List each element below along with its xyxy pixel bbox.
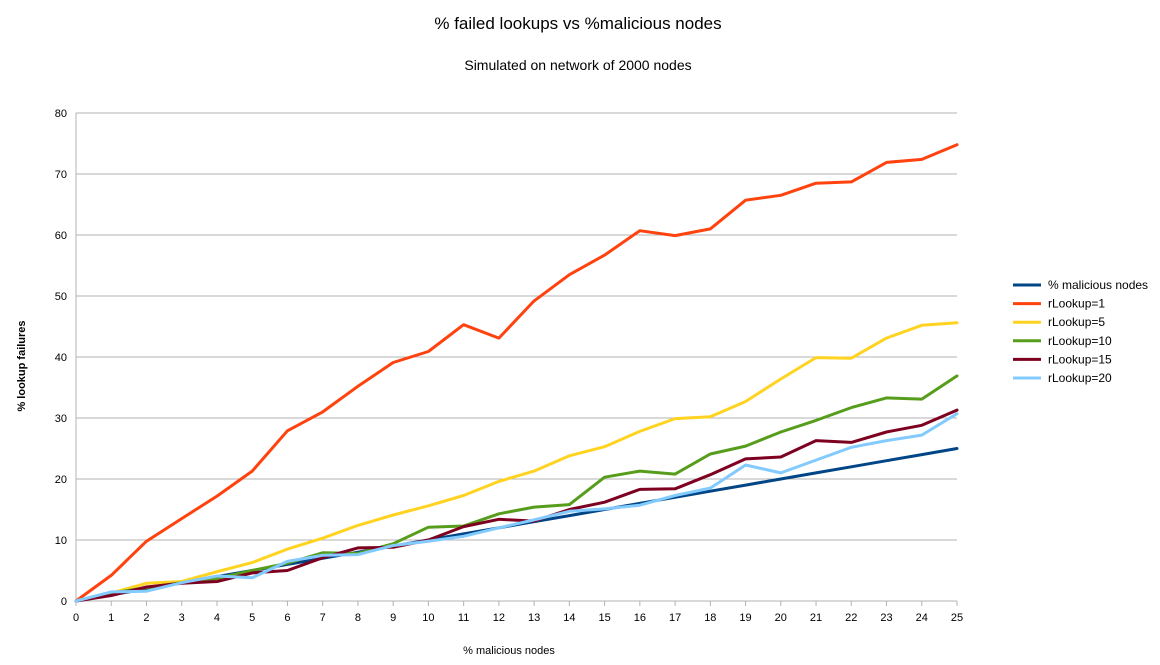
x-tick-label: 21 — [810, 612, 822, 624]
x-tick-label: 10 — [422, 612, 434, 624]
x-tick-label: 1 — [108, 612, 114, 624]
x-tick-label: 7 — [320, 612, 326, 624]
gridlines — [76, 112, 957, 602]
x-tick-label: 24 — [916, 612, 928, 624]
legend-label: rLookup=5 — [1048, 315, 1105, 329]
x-tick-label: 13 — [528, 612, 540, 624]
x-tick-label: 20 — [775, 612, 787, 624]
y-tick-label: 80 — [55, 108, 67, 120]
y-tick-label: 20 — [55, 474, 67, 486]
x-tick-label: 8 — [355, 612, 361, 624]
axes — [75, 113, 958, 606]
x-tick-label: 0 — [73, 612, 79, 624]
y-tick-label: 40 — [55, 352, 67, 364]
x-tick-label: 19 — [739, 612, 751, 624]
legend-label: rLookup=15 — [1048, 352, 1112, 366]
legend-label: % malicious nodes — [1048, 278, 1148, 292]
series-line-rlookup-5 — [74, 321, 959, 603]
x-tick-label: 12 — [493, 612, 505, 624]
y-axis-label: % lookup failures — [16, 320, 28, 411]
legend-label: rLookup=20 — [1048, 371, 1112, 385]
x-tick-label: 5 — [249, 612, 255, 624]
series-line-rlookup-1 — [74, 143, 959, 603]
y-tick-label: 60 — [55, 230, 67, 242]
y-tick-label: 70 — [55, 169, 67, 181]
x-tick-label: 11 — [458, 612, 469, 624]
x-tick-label: 18 — [704, 612, 716, 624]
x-tick-label: 15 — [598, 612, 610, 624]
y-tick-label: 50 — [55, 291, 67, 303]
legend-label: rLookup=1 — [1048, 297, 1105, 311]
x-tick-label: 23 — [880, 612, 892, 624]
x-tick-label: 3 — [179, 612, 185, 624]
x-tick-label: 9 — [390, 612, 396, 624]
series-line-rlookup-20 — [74, 412, 959, 603]
legend: % malicious nodes rLookup=1 rLookup=5 rLook… — [1013, 278, 1148, 385]
x-tick-label: 4 — [214, 612, 220, 624]
x-tick-label: 14 — [563, 612, 575, 624]
y-tick-label: 0 — [61, 596, 67, 608]
x-tick-label: 22 — [845, 612, 857, 624]
x-tick-label: 25 — [951, 612, 963, 624]
legend-label: rLookup=10 — [1048, 334, 1112, 348]
chart-title: % failed lookups vs %malicious nodes — [434, 14, 721, 33]
x-tick-label: 16 — [634, 612, 646, 624]
series-line-rlookup-10 — [74, 374, 959, 603]
series-lines — [74, 143, 959, 603]
x-axis-label: % malicious nodes — [463, 645, 555, 657]
x-tick-label: 17 — [669, 612, 681, 624]
x-tick-label: 6 — [284, 612, 290, 624]
y-tick-label: 10 — [55, 535, 67, 547]
x-tick-label: 2 — [143, 612, 149, 624]
y-tick-label: 30 — [55, 413, 67, 425]
chart-subtitle: Simulated on network of 2000 nodes — [464, 57, 691, 73]
series-line-rlookup-15 — [74, 408, 959, 603]
